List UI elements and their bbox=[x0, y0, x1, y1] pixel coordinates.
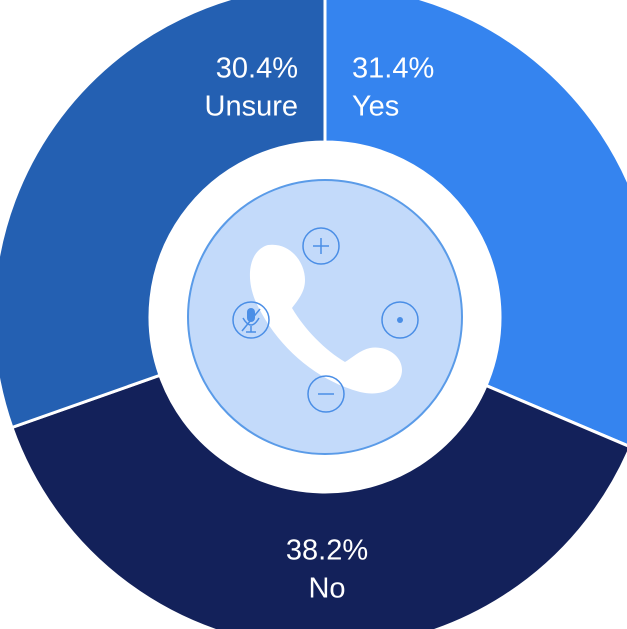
slice-value-label: 30.4% bbox=[216, 53, 298, 85]
minus-button[interactable] bbox=[307, 375, 345, 413]
slice-value-label: 31.4% bbox=[352, 53, 434, 85]
slice-category-label: Yes bbox=[352, 91, 399, 123]
plus-button[interactable] bbox=[302, 227, 340, 265]
call-widget bbox=[187, 179, 463, 455]
widget-disc bbox=[187, 179, 463, 455]
slice-category-label: No bbox=[308, 573, 345, 605]
phone-icon bbox=[249, 244, 402, 394]
mute-button[interactable] bbox=[232, 301, 270, 339]
labels: 31.4% Yes 38.2% No 30.4% Unsure bbox=[205, 53, 435, 605]
slice-value-label: 38.2% bbox=[286, 535, 368, 567]
slice-category-label: Unsure bbox=[205, 91, 299, 123]
dot-button[interactable] bbox=[381, 301, 419, 339]
